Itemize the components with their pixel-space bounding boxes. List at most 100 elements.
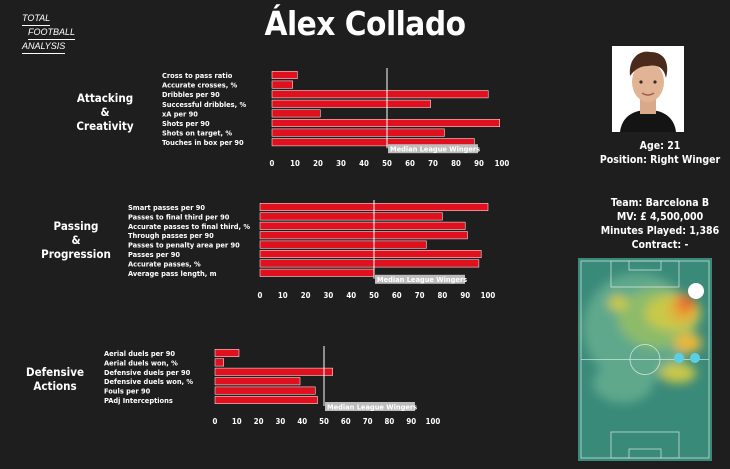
category-label: Fouls per 90 [104, 387, 151, 396]
bar [271, 119, 500, 127]
section-label: Attacking [77, 91, 133, 105]
bar [214, 396, 318, 404]
category-label: Cross to pass ratio [162, 71, 233, 80]
section-label: & [71, 233, 80, 247]
x-tick-label: 70 [363, 417, 373, 426]
category-label: Through passes per 90 [128, 231, 214, 240]
x-tick-label: 40 [359, 159, 369, 168]
category-label: xA per 90 [162, 109, 198, 118]
bar [271, 90, 489, 99]
median-label-bg [325, 402, 415, 411]
bar [271, 128, 445, 137]
x-tick-label: 60 [392, 291, 402, 300]
category-label: Defensive duels per 90 [104, 368, 191, 377]
logo-line: FOOTBALL [28, 26, 76, 40]
x-tick-label: 0 [258, 291, 263, 300]
category-label: Passes to final third per 90 [128, 212, 230, 221]
median-label: Median League Wingers [377, 275, 467, 284]
x-tick-label: 80 [438, 291, 448, 300]
x-tick-label: 70 [415, 291, 425, 300]
section-label: & [100, 105, 109, 119]
median-label: Median League Wingers [327, 402, 417, 411]
category-label: Defensive duels won, % [104, 377, 193, 386]
x-tick-label: 10 [278, 291, 288, 300]
bar [214, 349, 240, 357]
x-tick-label: 30 [324, 291, 334, 300]
bar [259, 221, 466, 230]
category-label: Passes to penalty area per 90 [128, 241, 240, 250]
x-tick-label: 20 [301, 291, 311, 300]
x-tick-label: 100 [481, 291, 496, 300]
x-tick-label: 30 [276, 417, 286, 426]
bar [259, 212, 443, 221]
bar [271, 80, 293, 89]
x-tick-label: 90 [474, 159, 484, 168]
x-tick-label: 10 [290, 159, 300, 168]
x-tick-label: 100 [495, 159, 510, 168]
category-label: Successful dribbles, % [162, 100, 246, 109]
bar [259, 231, 468, 240]
x-tick-label: 10 [232, 417, 242, 426]
heatmap-pitch [578, 258, 712, 461]
category-label: Smart passes per 90 [128, 203, 205, 212]
bar [259, 268, 375, 277]
category-label: Average pass length, m [128, 269, 217, 278]
bar [271, 99, 431, 108]
category-label: Accurate passes, % [128, 259, 201, 268]
bar [214, 367, 333, 376]
logo-line: TOTAL [22, 12, 51, 26]
section-label: Actions [33, 379, 76, 393]
x-tick-label: 0 [213, 417, 218, 426]
section-label: Progression [41, 247, 111, 261]
category-label: Shots on target, % [162, 129, 232, 138]
player-market-value: MV: £ 4,500,000 [616, 211, 704, 223]
section-label: Defensive [26, 365, 84, 379]
player-minutes: Minutes Played: 1,386 [600, 225, 720, 237]
x-tick-label: 60 [341, 417, 351, 426]
x-tick-label: 20 [313, 159, 323, 168]
bar [214, 386, 316, 395]
category-label: Aerial duels won, % [104, 358, 178, 367]
bar [259, 240, 427, 249]
median-label-bg [375, 274, 465, 284]
section-label: Passing [54, 219, 99, 233]
x-tick-label: 40 [346, 291, 356, 300]
player-age: Age: 21 [639, 140, 681, 152]
player-position: Position: Right Winger [599, 154, 721, 166]
category-label: Dribbles per 90 [162, 90, 220, 99]
section-label: Creativity [76, 119, 133, 133]
x-tick-label: 0 [270, 159, 275, 168]
bar [259, 259, 480, 268]
bar [271, 109, 321, 118]
bar [259, 250, 482, 258]
x-tick-label: 80 [451, 159, 461, 168]
x-tick-label: 20 [254, 417, 264, 426]
bar [271, 138, 475, 147]
category-label: Shots per 90 [162, 119, 210, 128]
x-tick-label: 40 [297, 417, 307, 426]
median-label-bg [388, 144, 478, 154]
player-contract: Contract: - [631, 239, 689, 251]
bar [214, 358, 224, 367]
category-label: Aerial duels per 90 [104, 349, 175, 358]
category-label: Accurate crosses, % [162, 81, 238, 90]
logo-line: ANALYSIS [22, 40, 66, 54]
category-label: Touches in box per 90 [162, 138, 244, 147]
x-tick-label: 90 [460, 291, 470, 300]
category-label: Accurate passes to final third, % [128, 222, 250, 231]
bar [214, 377, 301, 386]
x-tick-label: 50 [382, 159, 392, 168]
x-tick-label: 30 [336, 159, 346, 168]
bar [271, 71, 298, 79]
page-title: Álex Collado [264, 4, 466, 43]
player-team: Team: Barcelona B [610, 197, 710, 209]
x-tick-label: 70 [428, 159, 438, 168]
category-label: PAdj Interceptions [104, 396, 173, 405]
player-photo [612, 46, 684, 132]
median-label: Median League Wingers [390, 145, 480, 154]
x-tick-label: 60 [405, 159, 415, 168]
x-tick-label: 50 [319, 417, 329, 426]
x-tick-label: 50 [369, 291, 379, 300]
category-label: Passes per 90 [128, 250, 180, 259]
